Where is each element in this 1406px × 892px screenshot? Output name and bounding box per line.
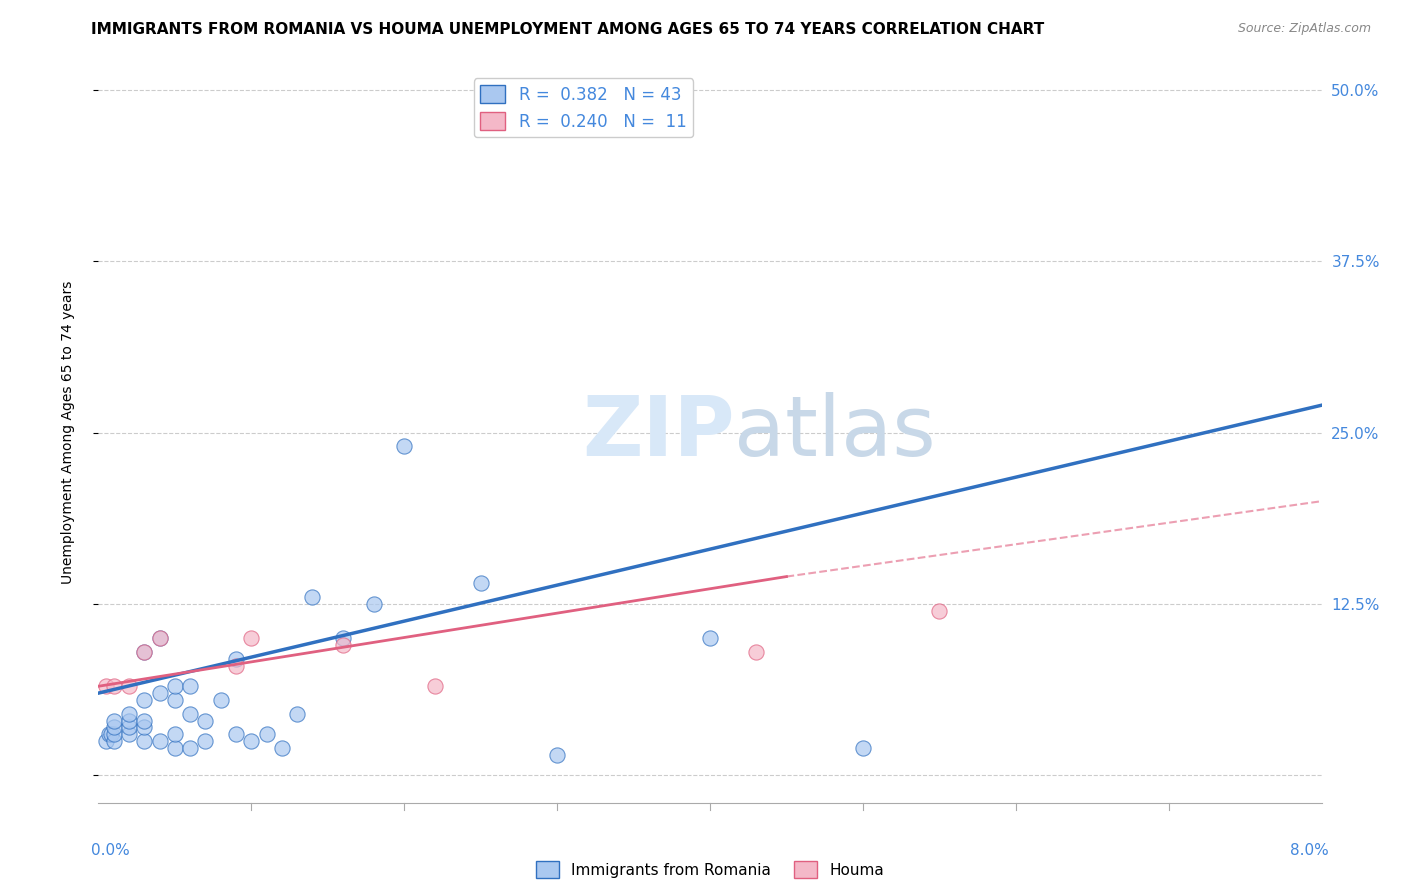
Point [163,693,186,707]
Point [98,727,121,741]
Point [163,679,186,693]
Point [179,741,201,756]
Point [94,734,117,748]
Point [179,706,201,721]
Point [149,632,172,646]
Point [103,720,125,734]
Point [240,632,263,646]
Y-axis label: Unemployment Among Ages 65 to 74 years: Unemployment Among Ages 65 to 74 years [60,281,75,584]
Point [163,727,186,741]
Point [332,632,354,646]
Point [103,714,125,728]
Point [256,727,278,741]
Text: 0.0%: 0.0% [91,843,131,858]
Point [240,734,263,748]
Point [363,597,385,611]
Point [225,652,247,666]
Point [94,679,117,693]
Point [301,590,323,604]
Point [134,645,156,659]
Point [270,741,294,756]
Point [194,734,217,748]
Point [103,734,125,748]
Point [118,720,141,734]
Point [470,576,492,591]
Text: 8.0%: 8.0% [1289,843,1329,858]
Point [134,714,156,728]
Point [103,679,125,693]
Point [699,632,721,646]
Point [149,632,172,646]
Point [134,645,156,659]
Point [423,679,446,693]
Point [118,714,141,728]
Point [546,747,568,762]
Point [209,693,232,707]
Point [134,720,156,734]
Text: atlas: atlas [734,392,936,473]
Point [332,638,354,652]
Text: IMMIGRANTS FROM ROMANIA VS HOUMA UNEMPLOYMENT AMONG AGES 65 TO 74 YEARS CORRELAT: IMMIGRANTS FROM ROMANIA VS HOUMA UNEMPLO… [91,22,1045,37]
Point [225,727,247,741]
Point [134,734,156,748]
Point [194,714,217,728]
Point [928,604,950,618]
Point [285,706,308,721]
Point [392,439,416,453]
Point [118,706,141,721]
Point [179,679,201,693]
Point [118,727,141,741]
Point [852,741,875,756]
Legend: Immigrants from Romania, Houma: Immigrants from Romania, Houma [530,855,890,884]
Point [745,645,768,659]
Point [134,693,156,707]
Text: ZIP: ZIP [582,392,734,473]
Point [225,658,247,673]
Point [149,734,172,748]
Point [100,727,122,741]
Point [163,741,186,756]
Point [118,679,141,693]
Point [103,727,125,741]
Point [149,686,172,700]
Text: Source: ZipAtlas.com: Source: ZipAtlas.com [1237,22,1371,36]
